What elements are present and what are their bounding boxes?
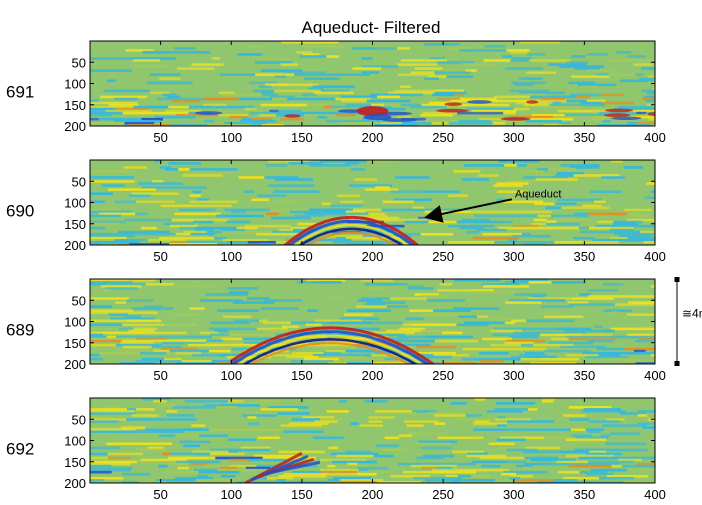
y-tick-label: 150 xyxy=(64,98,86,113)
chart-title: Aqueduct- Filtered xyxy=(302,18,441,37)
x-tick-label: 200 xyxy=(362,249,384,264)
aqueduct-annotation: Aqueduct xyxy=(515,188,561,200)
x-tick-label: 400 xyxy=(644,249,666,264)
y-tick-label: 200 xyxy=(64,357,86,372)
x-tick-label: 200 xyxy=(362,487,384,502)
x-tick-label: 300 xyxy=(503,368,525,383)
y-tick-label: 50 xyxy=(72,55,86,70)
y-tick-label: 100 xyxy=(64,77,86,92)
x-tick-label: 100 xyxy=(220,487,242,502)
annotation-arrow xyxy=(424,198,513,223)
panel-label: 692 xyxy=(6,440,34,459)
y-tick-label: 150 xyxy=(64,217,86,232)
x-tick-label: 150 xyxy=(291,130,313,145)
y-tick-label: 150 xyxy=(64,455,86,470)
x-tick-label: 100 xyxy=(220,249,242,264)
x-tick-label: 200 xyxy=(362,368,384,383)
panel-692: 50 100 150 200 50 100 150 200 250 300 350 400 692 xyxy=(6,397,666,502)
x-tick-label: 150 xyxy=(291,249,313,264)
x-tick-label: 200 xyxy=(362,130,384,145)
x-tick-label: 300 xyxy=(503,130,525,145)
x-tick-label: 50 xyxy=(153,487,167,502)
y-tick-label: 50 xyxy=(72,293,86,308)
y-tick-label: 100 xyxy=(64,434,86,449)
panel-689: 50 100 150 200 50 100 150 200 250 300 350 400 689 ≅4m xyxy=(6,277,702,383)
y-tick-label: 100 xyxy=(64,315,86,330)
radargram-image xyxy=(90,398,655,483)
x-tick-label: 350 xyxy=(574,249,596,264)
panel-690: 50 100 150 200 50 100 150 200 250 300 350 400 690 Aqu… xyxy=(6,159,666,264)
x-tick-label: 100 xyxy=(220,130,242,145)
x-tick-label: 150 xyxy=(291,487,313,502)
panels-group: 50 100 150 200 50 100 150 200 250 300 350 400 691 50 1… xyxy=(6,40,702,502)
scale-bar-label: ≅4m xyxy=(682,307,702,321)
radargram-image xyxy=(90,279,655,364)
depth-scale-bar: ≅4m xyxy=(674,277,702,366)
x-tick-label: 400 xyxy=(644,487,666,502)
x-tick-label: 300 xyxy=(503,487,525,502)
panel-label: 690 xyxy=(6,202,34,221)
y-tick-label: 100 xyxy=(64,196,86,211)
x-tick-label: 350 xyxy=(574,487,596,502)
x-tick-label: 400 xyxy=(644,130,666,145)
x-tick-label: 350 xyxy=(574,130,596,145)
panel-label: 691 xyxy=(6,83,34,102)
y-tick-label: 200 xyxy=(64,476,86,491)
x-tick-label: 50 xyxy=(153,368,167,383)
x-tick-label: 350 xyxy=(574,368,596,383)
x-tick-label: 400 xyxy=(644,368,666,383)
y-tick-label: 50 xyxy=(72,174,86,189)
radargram-image xyxy=(90,160,655,245)
x-tick-label: 250 xyxy=(432,487,454,502)
x-tick-label: 50 xyxy=(153,249,167,264)
x-tick-label: 300 xyxy=(503,249,525,264)
x-tick-label: 250 xyxy=(432,249,454,264)
x-tick-label: 150 xyxy=(291,368,313,383)
y-tick-label: 200 xyxy=(64,119,86,134)
panel-691: 50 100 150 200 50 100 150 200 250 300 350 400 691 xyxy=(6,40,666,145)
x-tick-label: 100 xyxy=(220,368,242,383)
x-tick-label: 250 xyxy=(432,130,454,145)
y-tick-label: 50 xyxy=(72,412,86,427)
radargram-image xyxy=(90,41,655,126)
panel-label: 689 xyxy=(6,321,34,340)
y-tick-label: 200 xyxy=(64,238,86,253)
y-tick-label: 150 xyxy=(64,336,86,351)
x-tick-label: 50 xyxy=(153,130,167,145)
x-tick-label: 250 xyxy=(432,368,454,383)
